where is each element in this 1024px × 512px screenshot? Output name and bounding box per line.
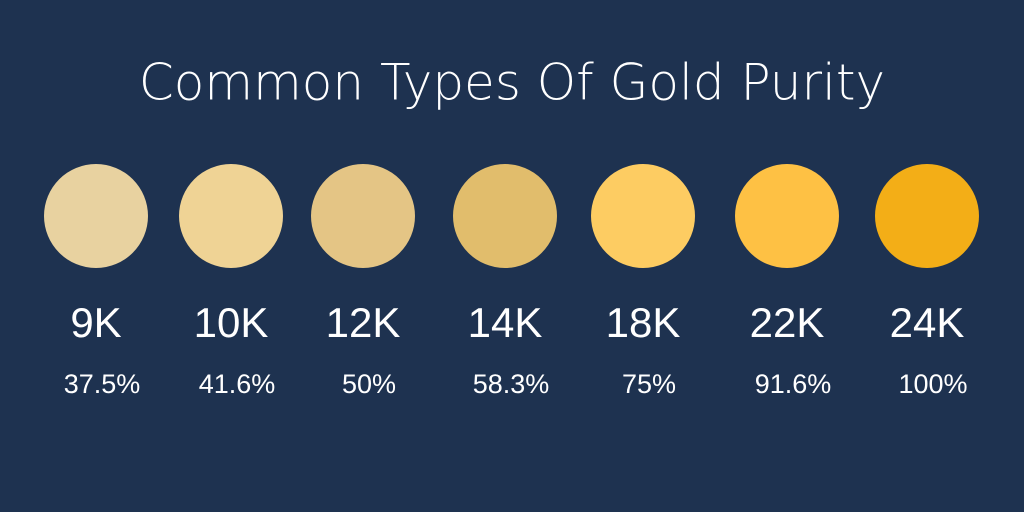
karat-label: 14K [468, 299, 543, 346]
karat-label: 9K [70, 299, 121, 346]
karat-label: 10K [194, 299, 269, 346]
gold-swatch [311, 164, 415, 268]
purity-label: 58.3% [473, 369, 550, 399]
purity-label: 50% [342, 369, 396, 399]
karat-label: 18K [606, 299, 681, 346]
gold-swatch [453, 164, 557, 268]
gold-swatch [591, 164, 695, 268]
purity-label: 75% [622, 369, 676, 399]
purity-label: 91.6% [755, 369, 832, 399]
purity-label: 37.5% [64, 369, 141, 399]
gold-swatch [179, 164, 283, 268]
karat-label: 24K [890, 299, 965, 346]
karat-label: 12K [326, 299, 401, 346]
gold-swatch [44, 164, 148, 268]
gold-swatch [875, 164, 979, 268]
karat-label: 22K [750, 299, 825, 346]
purity-label: 41.6% [199, 369, 276, 399]
title: Common Types Of Gold Purity [139, 54, 885, 112]
gold-swatch [735, 164, 839, 268]
purity-label: 100% [898, 369, 967, 399]
